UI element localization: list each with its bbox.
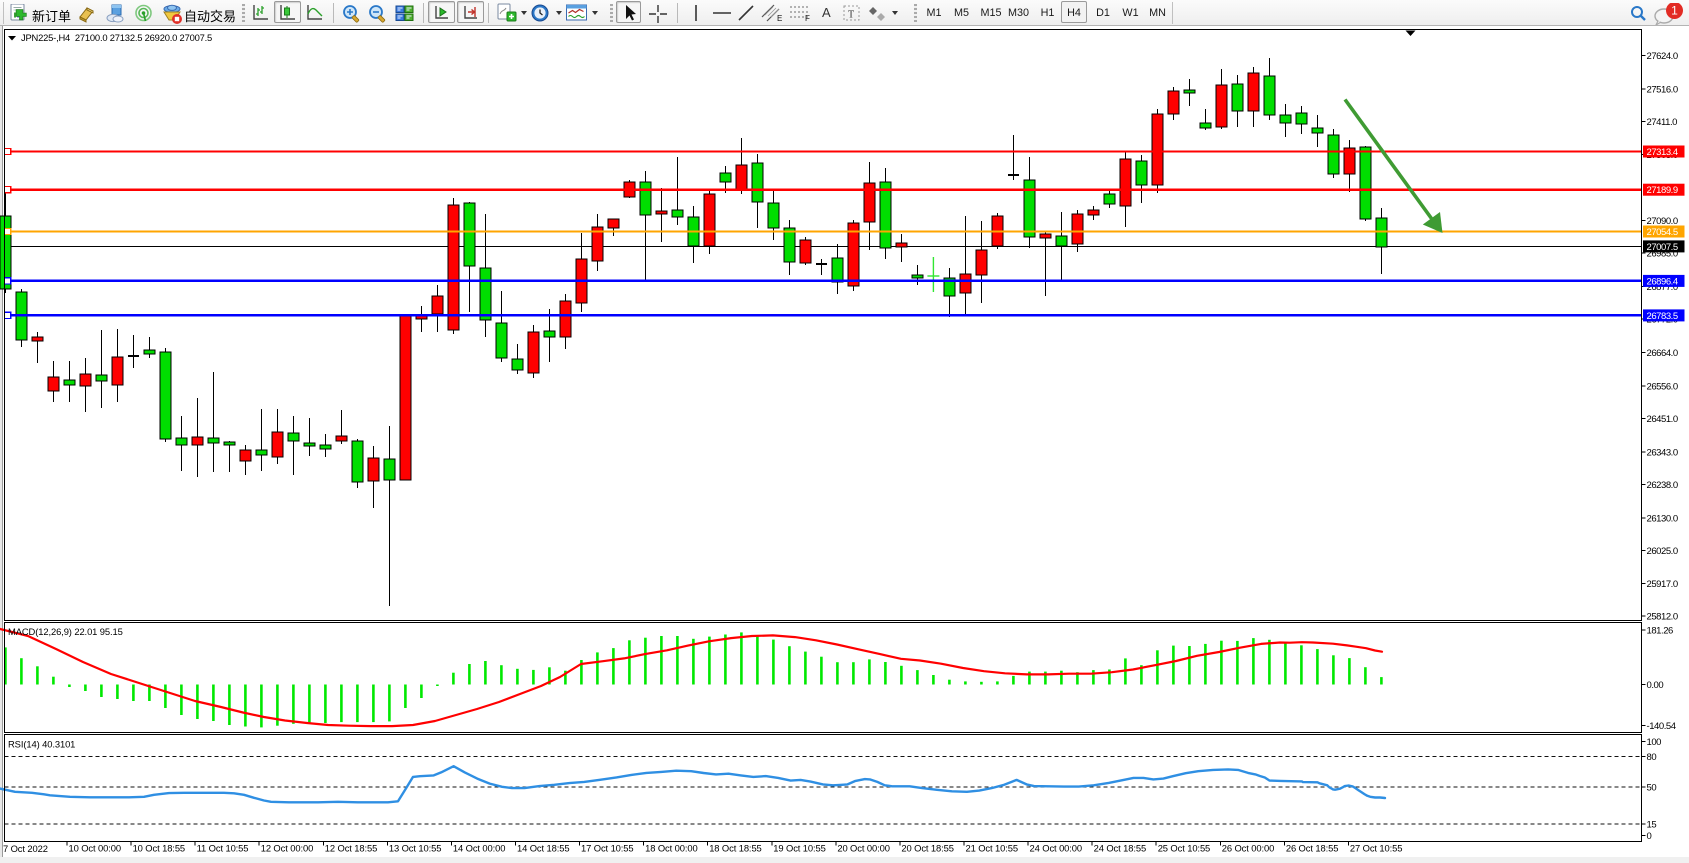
svg-text:26877.0: 26877.0 bbox=[1647, 282, 1678, 293]
svg-text:26 Oct 18:55: 26 Oct 18:55 bbox=[1286, 843, 1338, 854]
svg-text:RSI(14) 40.3101: RSI(14) 40.3101 bbox=[8, 739, 75, 750]
svg-text:25812.0: 25812.0 bbox=[1647, 612, 1678, 623]
svg-text:26130.0: 26130.0 bbox=[1647, 513, 1678, 524]
svg-text:26238.0: 26238.0 bbox=[1647, 480, 1678, 491]
svg-text:26896.4: 26896.4 bbox=[1647, 276, 1678, 287]
svg-text:26343.0: 26343.0 bbox=[1647, 447, 1678, 458]
svg-text:18 Oct 18:55: 18 Oct 18:55 bbox=[709, 843, 761, 854]
svg-text:26451.0: 26451.0 bbox=[1647, 414, 1678, 425]
svg-text:17 Oct 10:55: 17 Oct 10:55 bbox=[581, 843, 633, 854]
svg-text:21 Oct 10:55: 21 Oct 10:55 bbox=[965, 843, 1017, 854]
svg-text:25917.0: 25917.0 bbox=[1647, 579, 1678, 590]
svg-text:E: E bbox=[777, 14, 782, 22]
svg-text:27054.5: 27054.5 bbox=[1647, 227, 1678, 238]
svg-text:25 Oct 10:55: 25 Oct 10:55 bbox=[1158, 843, 1210, 854]
svg-text:24 Oct 18:55: 24 Oct 18:55 bbox=[1094, 843, 1146, 854]
svg-text:11 Oct 10:55: 11 Oct 10:55 bbox=[197, 843, 249, 854]
svg-text:12 Oct 18:55: 12 Oct 18:55 bbox=[325, 843, 377, 854]
svg-text:100: 100 bbox=[1647, 737, 1662, 748]
svg-text:27411.0: 27411.0 bbox=[1647, 117, 1678, 128]
svg-text:26025.0: 26025.0 bbox=[1647, 546, 1678, 557]
svg-text:26 Oct 00:00: 26 Oct 00:00 bbox=[1222, 843, 1274, 854]
svg-text:F: F bbox=[805, 14, 810, 22]
svg-text:50: 50 bbox=[1647, 783, 1657, 794]
svg-text:10 Oct 18:55: 10 Oct 18:55 bbox=[133, 843, 185, 854]
svg-text:27516.0: 27516.0 bbox=[1647, 84, 1678, 95]
svg-text:19 Oct 10:55: 19 Oct 10:55 bbox=[773, 843, 825, 854]
svg-text:27 Oct 10:55: 27 Oct 10:55 bbox=[1350, 843, 1402, 854]
svg-text:0.00: 0.00 bbox=[1647, 680, 1664, 691]
svg-text:15: 15 bbox=[1647, 819, 1657, 830]
svg-text:80: 80 bbox=[1647, 752, 1657, 763]
svg-text:27090.0: 27090.0 bbox=[1647, 216, 1678, 227]
svg-text:20 Oct 00:00: 20 Oct 00:00 bbox=[837, 843, 889, 854]
svg-text:14 Oct 18:55: 14 Oct 18:55 bbox=[517, 843, 569, 854]
svg-text:27189.9: 27189.9 bbox=[1647, 185, 1678, 196]
svg-text:26783.5: 26783.5 bbox=[1647, 311, 1678, 322]
svg-text:20 Oct 18:55: 20 Oct 18:55 bbox=[901, 843, 953, 854]
svg-text:26664.0: 26664.0 bbox=[1647, 348, 1678, 359]
svg-text:MACD(12,26,9) 22.01 95.15: MACD(12,26,9) 22.01 95.15 bbox=[8, 626, 123, 637]
svg-text:T: T bbox=[848, 10, 854, 21]
svg-text:JPN225-,H4 27100.0 27132.5 26: JPN225-,H4 27100.0 27132.5 26920.0 27007… bbox=[21, 32, 212, 43]
svg-text:14 Oct 00:00: 14 Oct 00:00 bbox=[453, 843, 505, 854]
svg-text:27624.0: 27624.0 bbox=[1647, 51, 1678, 62]
svg-text:27007.5: 27007.5 bbox=[1647, 242, 1678, 253]
svg-text:0: 0 bbox=[1647, 831, 1652, 842]
svg-text:26556.0: 26556.0 bbox=[1647, 381, 1678, 392]
svg-text:24 Oct 00:00: 24 Oct 00:00 bbox=[1030, 843, 1082, 854]
svg-text:-140.54: -140.54 bbox=[1647, 721, 1676, 732]
svg-text:18 Oct 00:00: 18 Oct 00:00 bbox=[645, 843, 697, 854]
svg-text:26985.0: 26985.0 bbox=[1647, 249, 1678, 260]
svg-text:13 Oct 10:55: 13 Oct 10:55 bbox=[389, 843, 441, 854]
svg-text:10 Oct 00:00: 10 Oct 00:00 bbox=[69, 843, 121, 854]
svg-text:12 Oct 00:00: 12 Oct 00:00 bbox=[261, 843, 313, 854]
svg-text:1: 1 bbox=[1671, 4, 1678, 18]
svg-text:27313.4: 27313.4 bbox=[1647, 147, 1678, 158]
svg-text:7 Oct 2022: 7 Oct 2022 bbox=[3, 843, 48, 854]
svg-text:181.26: 181.26 bbox=[1647, 626, 1674, 637]
